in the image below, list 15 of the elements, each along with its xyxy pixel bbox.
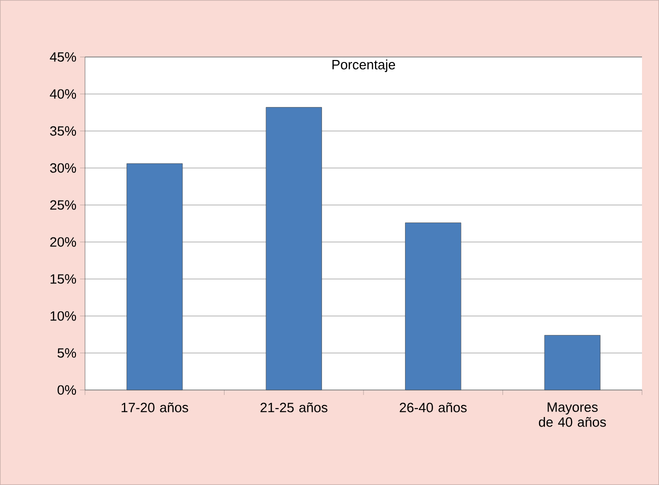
chart-title: Porcentaje: [332, 60, 396, 72]
x-tick-label: 17-20 años: [122, 402, 188, 412]
y-tick-label: 30%: [50, 163, 76, 173]
y-tick-label: 0%: [58, 385, 76, 395]
y-tick-label: 20%: [50, 237, 76, 247]
x-tick-label: 21-25 años: [260, 402, 328, 412]
x-tick-label: Mayores de 40 años: [538, 402, 606, 427]
y-tick-label: 25%: [50, 200, 76, 210]
y-tick-label: 10%: [50, 311, 76, 321]
y-tick-label: 35%: [50, 126, 76, 136]
y-tick-label: 5%: [58, 348, 76, 358]
y-tick-label: 15%: [50, 274, 76, 284]
x-tick-label: 26-40 años: [400, 402, 467, 412]
y-tick-label: 45%: [50, 52, 76, 62]
y-tick-label: 40%: [50, 89, 76, 99]
